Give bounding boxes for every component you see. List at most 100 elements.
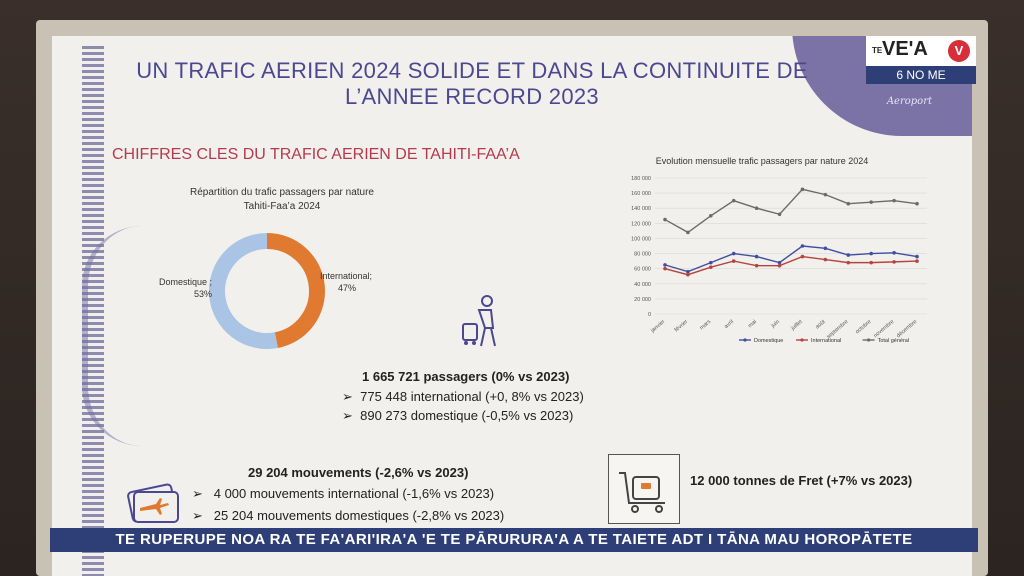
y-tick-label: 80 000 — [634, 252, 651, 258]
stat-movements-total-text: 29 204 mouvements (-2,6% vs 2023) — [248, 465, 469, 480]
x-tick-label: mars — [699, 319, 712, 332]
stat-movements-international-text: 4 000 mouvements international (-1,6% vs… — [213, 486, 495, 501]
stat-movements-international: ➢ 4 000 mouvements international (-1,6% … — [192, 486, 494, 502]
donut-label-international: International; 47% — [320, 270, 372, 294]
data-point — [869, 200, 873, 204]
decorative-wave — [82, 226, 148, 446]
stat-freight-text: 12 000 tonnes de Fret (+7% vs 2023) — [690, 473, 913, 488]
data-point — [777, 263, 782, 268]
x-tick-label: août — [815, 319, 827, 331]
y-tick-label: 60 000 — [634, 267, 651, 273]
y-tick-label: 180 000 — [631, 176, 651, 182]
luggage-cart-icon — [619, 472, 665, 513]
news-ticker: TE RUPERUPE NOA RA TE FA'ARI'IRA'A 'E TE… — [50, 528, 978, 552]
legend-label: International — [811, 338, 841, 344]
x-tick-label: mai — [747, 319, 758, 329]
legend-marker — [743, 338, 747, 342]
data-point — [754, 263, 759, 268]
stat-passengers-international-text: 775 448 international (+0, 8% vs 2023) — [360, 389, 584, 404]
x-tick-label: février — [674, 319, 690, 334]
data-point — [709, 213, 713, 218]
y-tick-label: 140 000 — [631, 206, 651, 212]
legend-label: Total général — [878, 338, 910, 344]
y-tick-label: 160 000 — [631, 191, 651, 197]
x-tick-label: juillet — [790, 319, 805, 333]
stat-passengers-domestic-text: 890 273 domestique (-0,5% vs 2023) — [360, 408, 574, 423]
stat-passengers-international: ➢ 775 448 international (+0, 8% vs 2023) — [342, 389, 584, 405]
data-point — [869, 251, 873, 256]
x-tick-label: octobre — [855, 319, 873, 335]
slide-title-line1: UN TRAFIC AERIEN 2024 SOLIDE ET DANS LA … — [136, 58, 808, 83]
line-chart: 0 20 000 40 000 60 000 80 000 100 000 120 000 1… — [631, 176, 927, 344]
data-point — [800, 187, 805, 192]
y-tick-label: 40 000 — [634, 282, 651, 288]
x-tick-label: novembre — [873, 319, 896, 339]
data-point — [892, 260, 896, 264]
slide-title: UN TRAFIC AERIEN 2024 SOLIDE ET DANS LA … — [132, 58, 812, 110]
y-tick-label: 120 000 — [631, 221, 651, 227]
data-point — [915, 254, 919, 259]
projection-screen: UN TRAFIC AERIEN 2024 SOLIDE ET DANS LA … — [52, 36, 972, 576]
stat-movements-domestic-text: 25 204 mouvements domestiques (-2,8% vs … — [213, 508, 505, 523]
x-tick-label: avril — [723, 319, 735, 330]
data-point — [823, 257, 828, 262]
series-line-0 — [664, 245, 918, 273]
stat-passengers-domestic: ➢ 890 273 domestique (-0,5% vs 2023) — [342, 408, 573, 424]
data-point — [754, 206, 759, 211]
data-point — [892, 198, 896, 203]
data-point — [663, 266, 667, 271]
slide-subtitle: CHIFFRES CLES DU TRAFIC AERIEN DE TAHITI… — [112, 146, 520, 163]
series-line-2 — [664, 188, 918, 234]
donut-label-international-value: 47% — [338, 283, 357, 293]
arrow-bullet-icon: ➢ — [342, 389, 361, 404]
data-point — [731, 251, 736, 256]
traveler-icon — [462, 295, 496, 347]
line-chart-title: Evolution mensuelle trafic passagers par… — [655, 156, 869, 166]
broadcast-date: 6 NO ME — [866, 66, 976, 84]
boarding-pass-icon — [127, 483, 179, 523]
logo-name: VE'A — [882, 38, 928, 60]
data-point — [846, 253, 851, 257]
data-point — [869, 260, 873, 265]
donut-slice-domestique — [209, 233, 278, 349]
stat-movements-domestic: ➢ 25 204 mouvements domestiques (-2,8% v… — [192, 508, 504, 524]
y-tick-label: 100 000 — [631, 236, 651, 242]
data-point — [754, 254, 759, 259]
data-point — [777, 260, 782, 265]
data-point — [663, 263, 667, 267]
data-point — [663, 217, 667, 222]
logo-te: TE — [872, 46, 883, 55]
data-point — [892, 251, 896, 255]
x-tick-label: janvier — [649, 319, 666, 335]
data-point — [686, 272, 690, 277]
data-point — [823, 192, 828, 197]
data-point — [731, 198, 736, 203]
arrow-bullet-icon: ➢ — [342, 408, 361, 423]
broadcaster-logo: TE VE'A V — [866, 36, 976, 66]
data-point — [915, 201, 919, 206]
donut-label-international-name: International; — [320, 271, 373, 281]
data-point — [686, 230, 690, 235]
data-point — [823, 246, 828, 251]
x-tick-label: juin — [770, 319, 781, 330]
data-point — [709, 265, 713, 269]
legend-marker — [867, 338, 871, 342]
corner-logo-text: Aeroport — [886, 96, 932, 107]
stat-freight: 12 000 tonnes de Fret (+7% vs 2023) — [690, 473, 912, 488]
stat-passengers-total-text: 1 665 721 passagers (0% vs 2023) — [362, 369, 570, 384]
stat-passengers-total: 1 665 721 passagers (0% vs 2023) — [362, 369, 569, 384]
donut-label-domestique-name: Domestique ; — [158, 277, 212, 287]
data-point — [846, 201, 851, 206]
donut-chart — [209, 233, 325, 349]
stat-movements-total: 29 204 mouvements (-2,6% vs 2023) — [248, 465, 468, 480]
slide-title-line2: L’ANNEE RECORD 2023 — [345, 84, 599, 109]
legend-label: Domestique — [754, 338, 783, 344]
donut-slice-international — [266, 233, 325, 348]
y-tick-label: 0 — [648, 312, 651, 318]
data-point — [800, 244, 805, 248]
donut-title-line1: Répartition du trafic passagers par natu… — [190, 187, 374, 198]
legend-marker — [800, 338, 804, 342]
data-point — [686, 269, 690, 274]
data-point — [777, 212, 782, 217]
donut-label-domestique-value: 53% — [193, 289, 212, 299]
